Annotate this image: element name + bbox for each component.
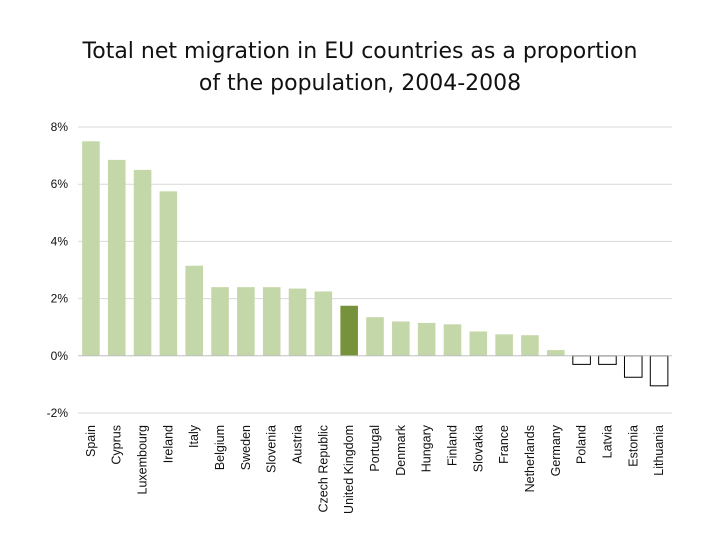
category-label: Latvia (600, 425, 614, 458)
category-label: Czech Republic (316, 425, 330, 513)
bar (159, 191, 178, 356)
category-label: Portugal (368, 425, 382, 472)
bar (133, 169, 152, 356)
category-label: Spain (84, 425, 98, 457)
category-label: Lithuania (652, 425, 666, 476)
bar (288, 288, 307, 356)
bar (262, 287, 281, 356)
bar (392, 321, 410, 356)
category-label: Denmark (394, 424, 408, 475)
bar (366, 317, 384, 356)
category-label: Finland (445, 425, 459, 466)
chart-title: Total net migration in EU countries as a… (0, 36, 720, 100)
category-label: Ireland (161, 425, 175, 463)
bar (521, 335, 539, 356)
category-label: France (497, 425, 511, 464)
category-label: United Kingdom (342, 425, 356, 514)
category-label: Poland (575, 425, 589, 464)
bar (623, 355, 643, 378)
y-tick-label: 8% (51, 120, 69, 134)
bar (547, 350, 565, 356)
bar (598, 355, 617, 365)
bar (340, 305, 358, 356)
category-label: Estonia (626, 425, 640, 467)
category-label: Cyprus (110, 425, 124, 465)
y-tick-label: -2% (47, 406, 69, 420)
category-label: Slovenia (265, 425, 279, 473)
chart-title-line-1: Total net migration in EU countries as a… (82, 39, 638, 64)
bar (107, 159, 126, 356)
bar (211, 287, 229, 356)
category-label: Hungary (420, 424, 434, 472)
category-label: Germany (549, 424, 563, 476)
bar (314, 291, 333, 356)
bar (572, 355, 591, 365)
y-tick-label: 4% (51, 234, 69, 248)
bar (185, 265, 203, 356)
y-tick-label: 0% (51, 349, 69, 363)
category-label: Sweden (239, 425, 253, 470)
category-label: Italy (187, 424, 201, 448)
y-tick-label: 2% (51, 292, 69, 306)
bar (82, 141, 100, 356)
chart-title-line-2: of the population, 2004-2008 (198, 71, 522, 96)
category-label: Austria (291, 425, 305, 464)
y-tick-label: 6% (51, 177, 69, 191)
category-label: Slovakia (471, 425, 485, 472)
category-label: Luxembourg (136, 425, 150, 495)
bar (495, 334, 513, 356)
bar (237, 287, 255, 356)
bar (417, 322, 436, 356)
bar (649, 355, 669, 387)
bar (443, 324, 462, 356)
category-label: Belgium (213, 425, 227, 470)
bar (469, 331, 488, 356)
category-label: Netherlands (523, 425, 537, 492)
